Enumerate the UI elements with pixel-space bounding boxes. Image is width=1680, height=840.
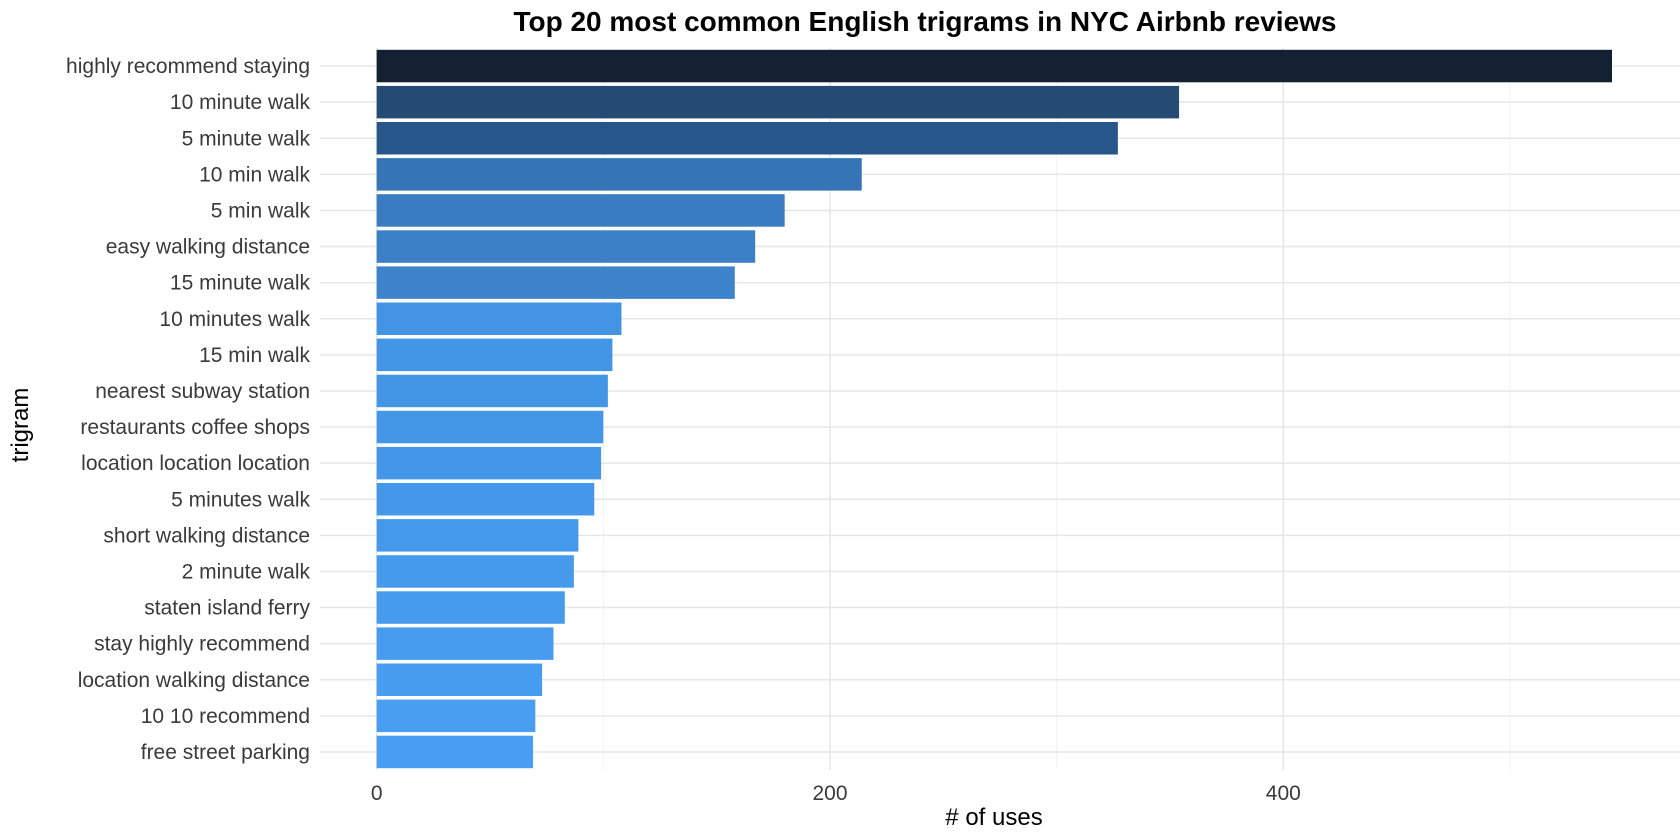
bar (376, 410, 604, 444)
chart-title: Top 20 most common English trigrams in N… (513, 6, 1336, 37)
y-tick-label: 10 minutes walk (159, 308, 310, 331)
bar (376, 735, 534, 769)
y-tick-label: short walking distance (103, 524, 310, 547)
bar (376, 302, 622, 335)
y-tick-label: nearest subway station (95, 380, 310, 403)
bar (376, 591, 565, 624)
bar (376, 519, 579, 552)
y-tick-label: 15 min walk (199, 344, 310, 367)
bar (376, 266, 735, 299)
y-tick-label: staten island ferry (144, 597, 310, 620)
bar (376, 555, 574, 588)
y-tick-label: 5 min walk (211, 199, 311, 222)
y-tick-label: stay highly recommend (94, 633, 310, 656)
bar (376, 627, 554, 660)
y-tick-label: 2 minute walk (182, 560, 311, 583)
y-tick-label: location location location (81, 452, 310, 475)
y-tick-label: free street parking (141, 741, 310, 764)
bars (376, 49, 1613, 769)
y-tick-label: 10 minute walk (170, 91, 311, 114)
bar (376, 446, 602, 480)
y-tick-label: highly recommend staying (66, 55, 310, 78)
y-tick-label: restaurants coffee shops (80, 416, 310, 439)
x-axis-title: # of uses (945, 804, 1042, 831)
bar (376, 49, 1613, 83)
grid (320, 48, 1680, 770)
y-tick-label: 5 minutes walk (171, 488, 310, 511)
bar (376, 158, 862, 191)
x-tick-label: 400 (1266, 782, 1301, 805)
x-tick-label: 0 (371, 782, 383, 805)
bar (376, 663, 543, 696)
bar (376, 699, 536, 733)
y-tick-label: location walking distance (78, 669, 310, 692)
y-tick-label: easy walking distance (106, 236, 310, 259)
y-tick-label: 15 minute walk (170, 272, 311, 295)
y-axis-title: trigram (7, 388, 34, 463)
bar (376, 483, 595, 516)
bar (376, 338, 613, 372)
x-tick-labels: 0 200 400 (371, 782, 1301, 805)
bar (376, 374, 608, 408)
bar (376, 85, 1180, 119)
y-tick-label: 10 10 recommend (141, 705, 310, 728)
bar (376, 122, 1118, 155)
y-tick-labels: highly recommend staying 10 minute walk 5 … (66, 55, 310, 764)
y-tick-label: 10 min walk (199, 163, 310, 186)
bar (376, 230, 756, 263)
x-tick-label: 200 (812, 782, 847, 805)
bar (376, 194, 785, 227)
y-tick-label: 5 minute walk (182, 127, 311, 150)
